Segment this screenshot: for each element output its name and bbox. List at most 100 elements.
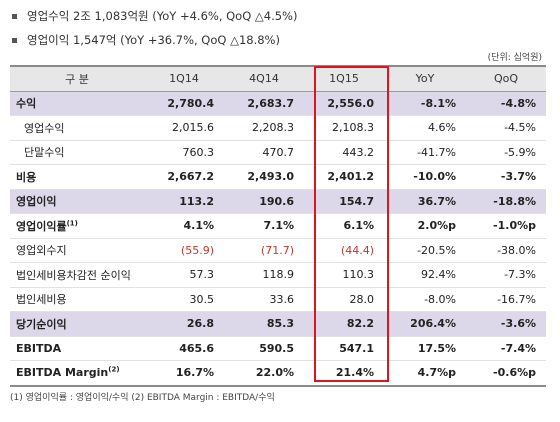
cell-1q14: 760.3	[144, 140, 224, 165]
cell-4q14: 7.1%	[224, 213, 304, 239]
footnote: (1) 영업이익률 : 영업이익/수익 (2) EBITDA Margin : …	[10, 393, 275, 403]
cell-1q14: 2,015.6	[144, 115, 224, 141]
cell-qoq: -38.0%	[466, 238, 546, 263]
cell-1q14: 465.6	[144, 336, 224, 361]
cell-yoy: 4.7%p	[384, 360, 466, 387]
header-qoq: QoQ	[466, 65, 546, 92]
header-1q15: 1Q15	[304, 65, 384, 92]
cell-1q15: 2,108.3	[304, 115, 384, 141]
row-expenses: 비용 2,667.2 2,493.0 2,401.2 -10.0% -3.7%	[10, 164, 546, 190]
cell-qoq: -5.9%	[466, 140, 546, 165]
cell-4q14: 2,208.3	[224, 115, 304, 141]
cell-4q14: 2,493.0	[224, 164, 304, 190]
cell-4q14: 590.5	[224, 336, 304, 361]
cell-1q15: 547.1	[304, 336, 384, 361]
summary-bullets: 영업수익 2조 1,083억원 (YoY +4.6%, QoQ △4.5%) 영…	[10, 4, 297, 52]
cell-1q15: 21.4%	[304, 360, 384, 387]
cell-4q14: 22.0%	[224, 360, 304, 387]
cell-1q15: 6.1%	[304, 213, 384, 239]
cell-yoy: -10.0%	[384, 164, 466, 190]
cell-yoy: 2.0%p	[384, 213, 466, 239]
cell-yoy: -41.7%	[384, 140, 466, 165]
cell-qoq: -4.8%	[466, 91, 546, 116]
cell-1q15: 82.2	[304, 311, 384, 337]
row-operating-revenue: 영업수익 2,015.6 2,208.3 2,108.3 4.6% -4.5%	[10, 115, 546, 141]
row-device-revenue: 단말수익 760.3 470.7 443.2 -41.7% -5.9%	[10, 140, 546, 165]
cell-1q14: (55.9)	[144, 238, 224, 263]
header-yoy: YoY	[384, 65, 466, 92]
header-category: 구 분	[10, 65, 144, 92]
cell-qoq: -4.5%	[466, 115, 546, 141]
row-label: 법인세비용차감전 순이익	[10, 262, 144, 288]
cell-1q14: 26.8	[144, 311, 224, 337]
row-ebitda: EBITDA 465.6 590.5 547.1 17.5% -7.4%	[10, 336, 546, 361]
cell-yoy: 17.5%	[384, 336, 466, 361]
row-label: 영업수익	[10, 115, 144, 141]
unit-label: (단위: 십억원)	[487, 53, 542, 63]
row-label: EBITDA Margin(2)	[10, 360, 144, 387]
row-revenue: 수익 2,780.4 2,683.7 2,556.0 -8.1% -4.8%	[10, 91, 546, 116]
cell-qoq: -3.6%	[466, 311, 546, 337]
row-label: 수익	[10, 91, 144, 116]
cell-yoy: -8.0%	[384, 287, 466, 312]
row-operating-margin: 영업이익률(1) 4.1% 7.1% 6.1% 2.0%p -1.0%p	[10, 213, 546, 239]
row-label: 당기순이익	[10, 311, 144, 337]
row-non-operating: 영업외수지 (55.9) (71.7) (44.4) -20.5% -38.0%	[10, 238, 546, 263]
cell-qoq: -3.7%	[466, 164, 546, 190]
cell-qoq: -7.4%	[466, 336, 546, 361]
cell-1q14: 16.7%	[144, 360, 224, 387]
cell-4q14: 190.6	[224, 189, 304, 214]
bullet-square-icon	[12, 37, 17, 43]
bullet-square-icon	[12, 13, 17, 19]
cell-4q14: 470.7	[224, 140, 304, 165]
bullet-revenue: 영업수익 2조 1,083억원 (YoY +4.6%, QoQ △4.5%)	[10, 4, 297, 28]
row-label-text: 영업이익률	[16, 219, 67, 233]
cell-yoy: 206.4%	[384, 311, 466, 337]
cell-4q14: 2,683.7	[224, 91, 304, 116]
table-header-row: 구 분 1Q14 4Q14 1Q15 YoY QoQ	[10, 65, 546, 92]
row-label: 단말수익	[10, 140, 144, 165]
cell-1q15: 2,401.2	[304, 164, 384, 190]
row-ebitda-margin: EBITDA Margin(2) 16.7% 22.0% 21.4% 4.7%p…	[10, 360, 546, 387]
financial-table: 구 분 1Q14 4Q14 1Q15 YoY QoQ 수익 2,780.4 2,…	[10, 65, 546, 387]
row-label: EBITDA	[10, 336, 144, 361]
cell-yoy: 92.4%	[384, 262, 466, 288]
bullet-text: 영업수익 2조 1,083억원 (YoY +4.6%, QoQ △4.5%)	[27, 9, 298, 23]
cell-1q14: 57.3	[144, 262, 224, 288]
header-1q14: 1Q14	[144, 65, 224, 92]
cell-qoq: -1.0%p	[466, 213, 546, 239]
footnote-mark: (2)	[108, 365, 120, 374]
cell-1q15: (44.4)	[304, 238, 384, 263]
cell-qoq: -0.6%p	[466, 360, 546, 387]
cell-4q14: (71.7)	[224, 238, 304, 263]
footnote-mark: (1)	[66, 219, 78, 228]
cell-1q15: 28.0	[304, 287, 384, 312]
cell-1q14: 2,667.2	[144, 164, 224, 190]
cell-1q15: 443.2	[304, 140, 384, 165]
row-label: 영업이익률(1)	[10, 213, 144, 239]
cell-qoq: -18.8%	[466, 189, 546, 214]
header-4q14: 4Q14	[224, 65, 304, 92]
cell-qoq: -7.3%	[466, 262, 546, 288]
cell-1q15: 2,556.0	[304, 91, 384, 116]
cell-4q14: 33.6	[224, 287, 304, 312]
cell-yoy: -20.5%	[384, 238, 466, 263]
row-net-income: 당기순이익 26.8 85.3 82.2 206.4% -3.6%	[10, 311, 546, 337]
bullet-text: 영업이익 1,547억 (YoY +36.7%, QoQ △18.8%)	[27, 33, 280, 47]
cell-1q15: 154.7	[304, 189, 384, 214]
row-label: 법인세비용	[10, 287, 144, 312]
cell-4q14: 118.9	[224, 262, 304, 288]
row-operating-income: 영업이익 113.2 190.6 154.7 36.7% -18.8%	[10, 189, 546, 214]
cell-4q14: 85.3	[224, 311, 304, 337]
cell-yoy: 4.6%	[384, 115, 466, 141]
bullet-operating-income: 영업이익 1,547억 (YoY +36.7%, QoQ △18.8%)	[10, 28, 297, 52]
cell-yoy: -8.1%	[384, 91, 466, 116]
row-label-text: EBITDA Margin	[16, 366, 109, 380]
row-label: 영업이익	[10, 189, 144, 214]
row-label: 영업외수지	[10, 238, 144, 263]
cell-qoq: -16.7%	[466, 287, 546, 312]
row-label: 비용	[10, 164, 144, 190]
cell-1q15: 110.3	[304, 262, 384, 288]
cell-1q14: 30.5	[144, 287, 224, 312]
cell-1q14: 2,780.4	[144, 91, 224, 116]
